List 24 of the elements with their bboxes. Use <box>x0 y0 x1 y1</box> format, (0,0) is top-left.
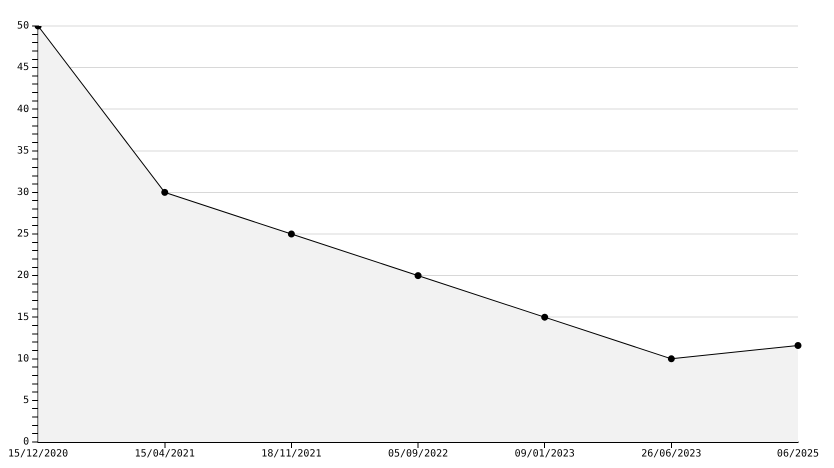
y-tick-label: 30 <box>17 186 30 198</box>
point <box>414 272 422 280</box>
y-tick-label: 10 <box>17 353 30 364</box>
point <box>668 355 675 362</box>
x-tick-label: 15/12/2020 <box>8 448 68 460</box>
x-tick-label: 05/09/2022 <box>388 448 448 460</box>
y-tick-label: 35 <box>17 145 30 156</box>
y-tick-label: 5 <box>23 394 30 406</box>
y-tick-label: 20 <box>17 270 30 282</box>
y-tick-label: 40 <box>17 104 30 115</box>
x-tick-label: 06/2025 <box>776 448 820 460</box>
point <box>288 230 295 238</box>
x-tick-label: 26/06/2023 <box>641 448 702 460</box>
x-tick-label: 15/04/2021 <box>134 448 195 460</box>
y-tick-label: 0 <box>23 436 30 448</box>
x-tick-label: 09/01/2023 <box>514 448 575 460</box>
y-tick-label: 25 <box>17 228 30 240</box>
x-tick-label: 18/11/2021 <box>261 448 322 460</box>
point <box>161 188 168 196</box>
y-tick-label: 45 <box>17 62 30 74</box>
point <box>541 314 548 321</box>
point <box>794 342 802 349</box>
y-tick-label: 15 <box>17 312 30 323</box>
y-tick-label: 50 <box>17 20 30 32</box>
